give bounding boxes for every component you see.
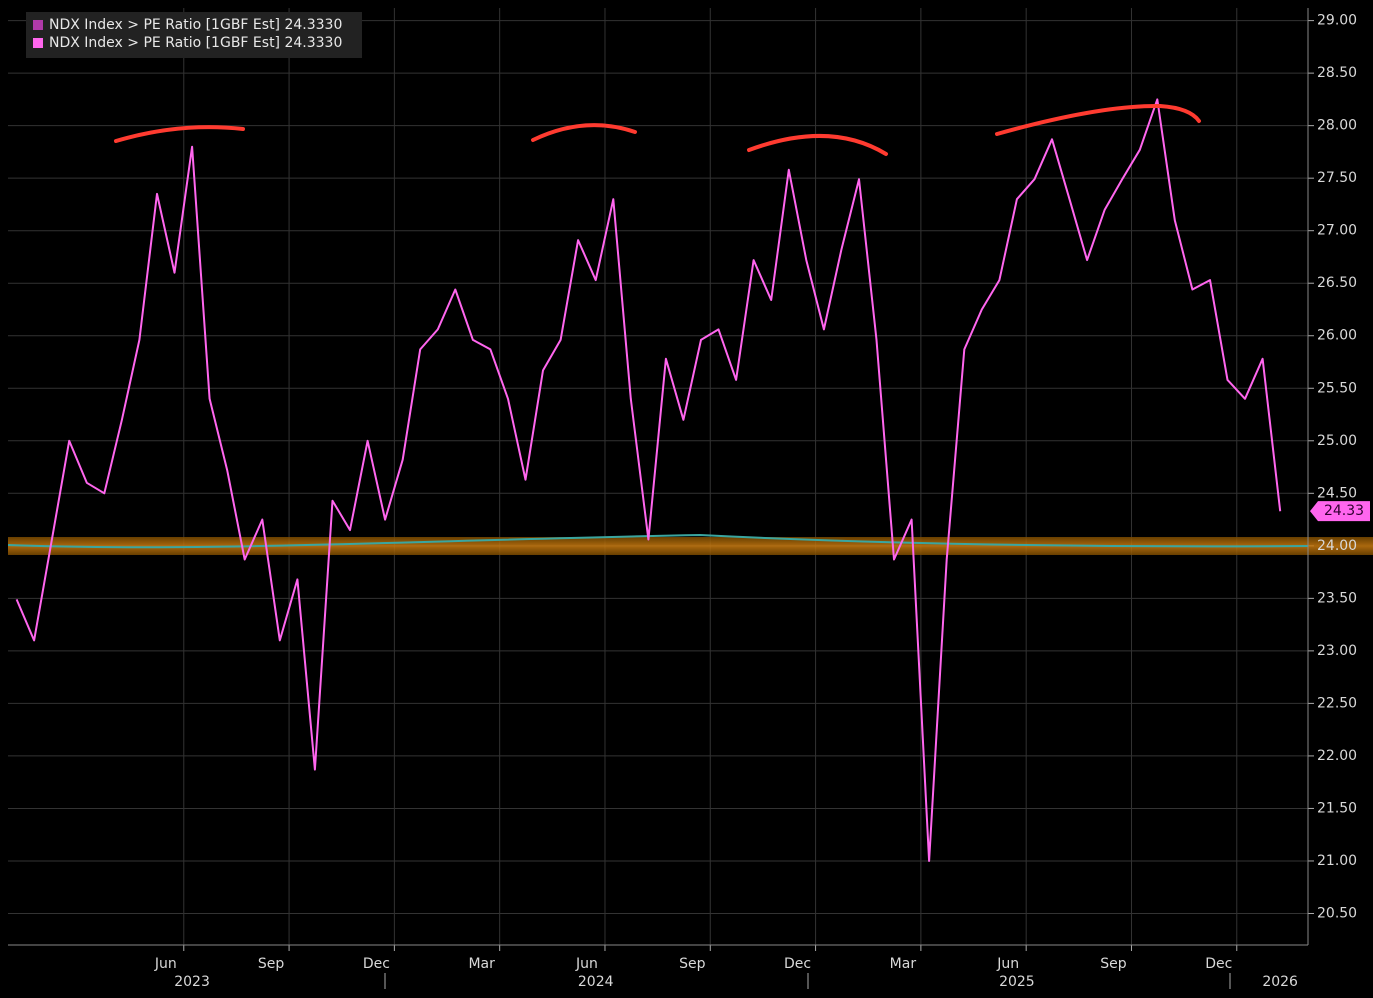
- legend-box: [26, 12, 362, 58]
- y-tick-label: 27.00: [1317, 223, 1357, 239]
- x-tick-label: Jun: [996, 956, 1019, 972]
- x-tick-label: Sep: [258, 956, 285, 972]
- y-tick-label: 29.00: [1317, 13, 1357, 29]
- y-tick-label: 27.50: [1317, 170, 1357, 186]
- x-year-label: 2025: [999, 974, 1035, 990]
- x-tick-label: Dec: [363, 956, 390, 972]
- y-tick-label: 25.50: [1317, 380, 1357, 396]
- y-tick-label: 25.00: [1317, 433, 1357, 449]
- annotation-arc: [747, 133, 888, 156]
- y-tick-label: 26.00: [1317, 328, 1357, 344]
- y-tick-label: 23.50: [1317, 590, 1357, 606]
- annotation-arc: [995, 103, 1201, 136]
- y-tick-label: 23.00: [1317, 643, 1357, 659]
- legend-label: NDX Index > PE Ratio [1GBF Est] 24.3330: [49, 17, 342, 33]
- y-tick-label: 28.50: [1317, 65, 1357, 81]
- y-tick-label: 28.00: [1317, 118, 1357, 134]
- grid: [8, 8, 1314, 989]
- x-tick-label: Mar: [468, 956, 495, 972]
- y-tick-label: 20.50: [1317, 905, 1357, 921]
- annotations: [114, 103, 1201, 156]
- x-year-label: 2026: [1262, 974, 1298, 990]
- x-tick-label: Dec: [1205, 956, 1232, 972]
- y-tick-label: 22.50: [1317, 695, 1357, 711]
- y-tick-label: 24.50: [1317, 485, 1357, 501]
- y-tick-label: 21.50: [1317, 800, 1357, 816]
- y-tick-label: 21.00: [1317, 853, 1357, 869]
- x-year-label: 2024: [578, 974, 614, 990]
- y-tick-label: 24.00: [1317, 538, 1357, 554]
- plot: 24.33: [15, 98, 1370, 862]
- annotation-arc: [531, 123, 637, 142]
- last-value-tag: [1310, 501, 1370, 522]
- x-tick-label: Jun: [154, 956, 177, 972]
- legend-label: NDX Index > PE Ratio [1GBF Est] 24.3330: [49, 35, 342, 51]
- x-tick-label: Jun: [575, 956, 598, 972]
- average-line: [7, 533, 1309, 549]
- y-tick-label: 26.50: [1317, 275, 1357, 291]
- highlight-band: [8, 537, 1373, 555]
- x-tick-label: Sep: [679, 956, 706, 972]
- series-line: [15, 98, 1282, 862]
- x-year-label: 2023: [174, 974, 210, 990]
- legend-swatch: [33, 38, 43, 48]
- y-tick-label: 22.00: [1317, 748, 1357, 764]
- x-tick-label: Sep: [1100, 956, 1127, 972]
- annotation-arc: [114, 125, 245, 143]
- legend-swatch: [33, 20, 43, 30]
- last-value-label: 24.33: [1324, 503, 1364, 519]
- x-tick-label: Dec: [784, 956, 811, 972]
- x-tick-label: Mar: [890, 956, 917, 972]
- legend: NDX Index > PE Ratio [1GBF Est] 24.3330 N…: [26, 12, 362, 58]
